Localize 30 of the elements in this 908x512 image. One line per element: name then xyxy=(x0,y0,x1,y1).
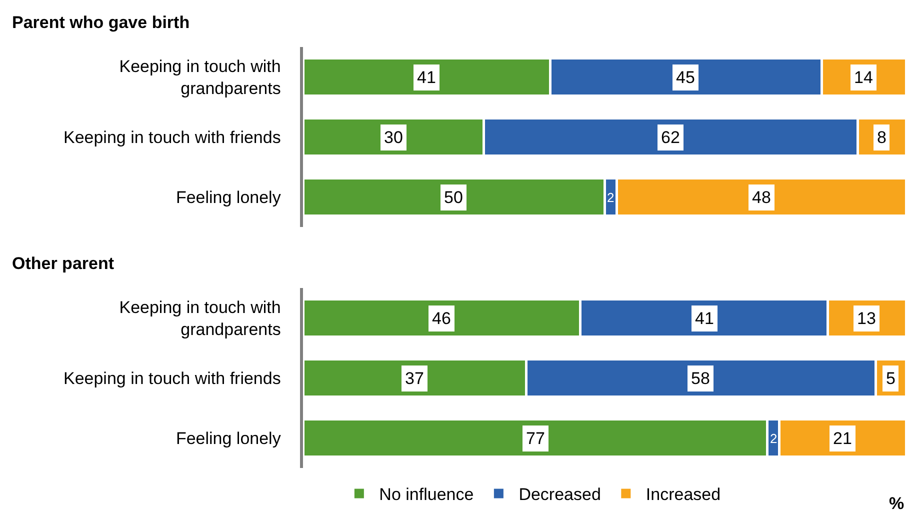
data-label: 13 xyxy=(857,309,876,328)
data-label: 48 xyxy=(752,188,771,207)
data-label: 41 xyxy=(695,309,714,328)
legend-label: Decreased xyxy=(518,485,601,504)
data-label: 62 xyxy=(661,128,680,147)
legend-label: Increased xyxy=(646,485,721,504)
y-tick-label: Feeling lonely xyxy=(176,428,282,448)
y-tick-label: Keeping in touch with friends xyxy=(63,368,281,388)
data-label: 5 xyxy=(886,369,896,388)
y-tick-label: Keeping in touch with friends xyxy=(63,128,281,147)
data-label: 58 xyxy=(691,369,710,388)
data-label: 37 xyxy=(405,369,424,388)
data-label: 45 xyxy=(676,68,695,87)
data-label: 21 xyxy=(833,429,852,448)
y-tick-label: Feeling lonely xyxy=(176,188,282,207)
data-label: 2 xyxy=(607,190,614,205)
data-label: 50 xyxy=(444,188,463,207)
data-label: 8 xyxy=(877,128,886,147)
data-label: 14 xyxy=(854,68,873,87)
data-label: 30 xyxy=(384,128,403,147)
data-label: 77 xyxy=(526,429,545,448)
text: Other parent xyxy=(12,254,114,273)
text: Parent who gave birth xyxy=(12,13,190,32)
legend-label: No influence xyxy=(379,485,474,504)
data-label: 46 xyxy=(432,309,451,328)
x-axis-title: % xyxy=(889,494,904,512)
data-label: 41 xyxy=(417,68,436,87)
y-tick-label: Keeping in touch with grandparents xyxy=(119,56,281,98)
data-label: 2 xyxy=(770,431,778,446)
y-tick-label: Keeping in touch with grandparents xyxy=(119,298,281,339)
